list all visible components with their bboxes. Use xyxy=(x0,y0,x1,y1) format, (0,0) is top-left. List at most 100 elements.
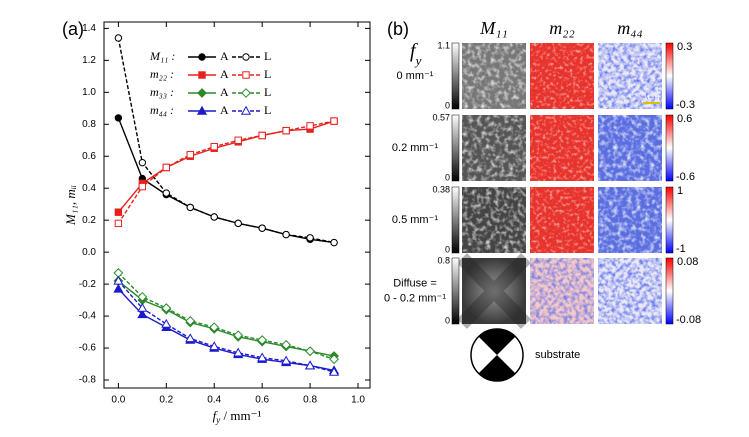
legend-marker xyxy=(198,71,206,79)
m11-shade xyxy=(456,253,532,329)
y-tick-label: 0.2 xyxy=(82,215,96,226)
series-line xyxy=(117,280,335,373)
legend-label: A xyxy=(220,85,229,99)
marker xyxy=(210,213,218,221)
y-tick-label: 1.0 xyxy=(82,87,96,98)
diverging-colorbar-max: 0.3 xyxy=(677,41,692,53)
y-axis-label: M₁₁, mᵢᵢ xyxy=(63,185,78,226)
series-line xyxy=(117,120,335,224)
y-tick-label: -0.6 xyxy=(79,343,97,354)
legend-label: A xyxy=(220,103,229,117)
row-label: 0 mm⁻¹ xyxy=(397,70,434,82)
gray-colorbar-max: 0.38 xyxy=(432,184,450,194)
marker xyxy=(282,230,290,239)
panel-label: (a) xyxy=(62,19,84,39)
marker xyxy=(186,203,194,212)
marker xyxy=(162,189,171,197)
legend-label: A xyxy=(220,49,229,63)
x-tick-label: 1.0 xyxy=(351,395,365,406)
m11-speckle xyxy=(462,43,526,109)
column-header: M₁₁ xyxy=(479,18,508,38)
column-header: m₂₂ xyxy=(549,18,575,38)
diverging-colorbar-max: 0.08 xyxy=(677,256,698,268)
diverging-colorbar xyxy=(665,257,674,325)
row-header: fy xyxy=(410,40,422,68)
marker xyxy=(161,318,172,328)
marker xyxy=(281,355,292,365)
marker xyxy=(113,275,124,285)
marker xyxy=(258,131,266,140)
marker xyxy=(114,34,123,42)
row-label: Diffuse = xyxy=(393,277,437,289)
marker xyxy=(281,339,292,350)
legend-group-label: m₃₃ : xyxy=(150,85,174,99)
m44-speckle xyxy=(598,187,662,253)
substrate-label: substrate xyxy=(535,349,580,361)
legend-label: L xyxy=(264,103,271,117)
gray-colorbar xyxy=(451,186,460,254)
row-label: 0 - 0.2 mm⁻¹ xyxy=(384,292,446,304)
y-tick-label: 0.4 xyxy=(82,183,96,194)
m44-speckle xyxy=(598,258,662,324)
m22-speckle xyxy=(530,115,594,181)
diverging-colorbar-max: 1 xyxy=(677,185,683,197)
y-tick-label: 0.8 xyxy=(82,119,96,130)
marker xyxy=(185,315,196,326)
marker xyxy=(114,114,123,122)
m44-speckle xyxy=(598,43,662,109)
x-tick-label: 0.4 xyxy=(207,395,221,406)
series-line xyxy=(117,272,335,360)
m44-speckle xyxy=(598,115,662,181)
marker xyxy=(114,208,123,216)
legend-group-label: m₄₄ : xyxy=(150,103,174,117)
gray-colorbar xyxy=(451,257,460,325)
marker xyxy=(233,330,244,341)
legend-marker xyxy=(241,88,251,98)
series-line xyxy=(117,120,335,213)
marker xyxy=(234,219,242,228)
series-line xyxy=(117,288,335,372)
marker xyxy=(161,303,172,313)
marker xyxy=(114,219,123,228)
gray-colorbar-min: 0 xyxy=(445,244,450,254)
gray-colorbar xyxy=(451,114,460,182)
m11-speckle xyxy=(462,187,526,253)
gray-colorbar-min: 0 xyxy=(445,315,450,325)
m11-speckle xyxy=(462,115,526,181)
legend-group-label: m₂₂ : xyxy=(150,67,174,81)
scale-bar-label: 1cm xyxy=(642,91,659,101)
y-tick-label: 0.6 xyxy=(82,151,96,162)
gray-colorbar-max: 1.1 xyxy=(437,40,450,50)
panel-label: (b) xyxy=(387,19,409,39)
marker xyxy=(305,346,315,357)
x-tick-label: 0.6 xyxy=(255,395,269,406)
gray-colorbar xyxy=(451,42,460,110)
m22-speckle xyxy=(530,43,594,109)
diverging-colorbar xyxy=(665,186,674,254)
gray-colorbar-min: 0 xyxy=(445,100,450,110)
y-tick-label: -0.4 xyxy=(79,311,97,322)
marker xyxy=(138,158,147,167)
row-label: 0.5 mm⁻¹ xyxy=(392,214,438,226)
y-tick-label: -0.2 xyxy=(79,279,97,290)
m22-speckle xyxy=(530,187,594,253)
marker xyxy=(137,309,148,319)
marker xyxy=(257,352,268,362)
x-axis-label: fy / mm⁻¹ xyxy=(213,408,262,425)
y-tick-label: 1.2 xyxy=(82,55,96,66)
legend-marker xyxy=(242,71,250,79)
legend-marker xyxy=(198,53,206,61)
x-axis-label-symbol: f xyxy=(213,408,219,423)
marker xyxy=(233,347,244,357)
marker xyxy=(186,150,194,159)
diverging-colorbar-min: -1 xyxy=(676,243,686,255)
marker xyxy=(113,283,124,293)
diverging-colorbar-max: 0.6 xyxy=(677,113,692,125)
marker xyxy=(305,360,316,370)
legend-label: L xyxy=(264,67,271,81)
marker xyxy=(257,335,268,345)
x-tick-label: 0.8 xyxy=(303,395,317,406)
legend-marker xyxy=(240,105,252,115)
marker xyxy=(258,224,266,232)
